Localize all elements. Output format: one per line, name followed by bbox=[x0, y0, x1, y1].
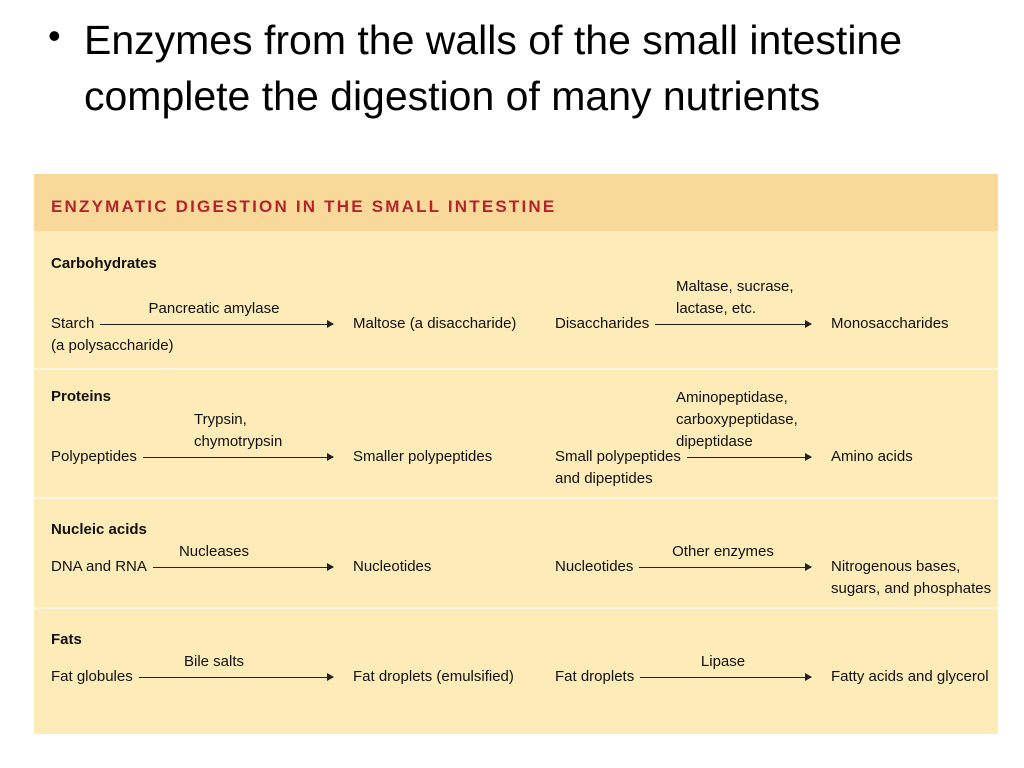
product-label: Fatty acids and glycerol bbox=[831, 668, 989, 685]
section-name: Nucleic acids bbox=[51, 521, 147, 538]
reaction-arrow bbox=[639, 563, 812, 571]
table-title: ENZYMATIC DIGESTION IN THE SMALL INTESTI… bbox=[51, 197, 557, 216]
reaction-arrow bbox=[142, 453, 335, 461]
substrate-label: Disaccharides bbox=[555, 315, 650, 332]
row-divider bbox=[34, 368, 998, 370]
product-label: Amino acids bbox=[831, 448, 913, 465]
reaction-arrow bbox=[655, 320, 812, 328]
substrate-label: Polypeptides bbox=[51, 448, 137, 465]
enzyme-label: Aminopeptidase, bbox=[676, 389, 788, 406]
substrate-label: Starch bbox=[51, 315, 95, 332]
bullet-text: Enzymes from the walls of the small inte… bbox=[84, 17, 903, 119]
product-label: sugars, and phosphates bbox=[831, 580, 992, 597]
substrate-label: Nucleotides bbox=[555, 558, 634, 575]
product-label: Monosaccharides bbox=[831, 315, 949, 332]
substrate-label: Fat globules bbox=[51, 668, 133, 685]
section-name: Carbohydrates bbox=[51, 255, 157, 272]
enzyme-label: Pancreatic amylase bbox=[148, 300, 280, 317]
enzyme-label: lactase, etc. bbox=[676, 300, 757, 317]
substrate-label: and dipeptides bbox=[555, 470, 653, 487]
substrate-label: DNA and RNA bbox=[51, 558, 147, 575]
reaction-arrow bbox=[640, 673, 812, 681]
enzymatic-digestion-table: ENZYMATIC DIGESTION IN THE SMALL INTESTI… bbox=[34, 174, 998, 734]
enzyme-label: carboxypeptidase, bbox=[676, 411, 798, 428]
enzyme-label: Maltase, sucrase, bbox=[676, 278, 794, 295]
row-divider bbox=[34, 497, 998, 499]
product-label: Fat droplets (emulsified) bbox=[353, 668, 514, 685]
reaction-arrow bbox=[138, 673, 335, 681]
reaction-arrow bbox=[686, 453, 813, 461]
enzyme-label: Other enzymes bbox=[672, 543, 774, 560]
table-header: ENZYMATIC DIGESTION IN THE SMALL INTESTI… bbox=[34, 174, 998, 231]
section-name: Proteins bbox=[51, 388, 112, 405]
enzyme-label: Trypsin, bbox=[194, 411, 247, 428]
product-label: Nucleotides bbox=[353, 558, 432, 575]
substrate-label: Fat droplets bbox=[555, 668, 635, 685]
section-name: Fats bbox=[51, 631, 82, 648]
substrate-label: Small polypeptides bbox=[555, 448, 681, 465]
enzyme-label: dipeptidase bbox=[676, 433, 753, 450]
enzyme-label: Lipase bbox=[700, 653, 746, 670]
enzyme-label: Bile salts bbox=[183, 653, 245, 670]
row-divider bbox=[34, 607, 998, 609]
product-label: Maltose (a disaccharide) bbox=[353, 315, 517, 332]
enzyme-label: Nucleases bbox=[178, 543, 250, 560]
bullet-dot: • bbox=[48, 15, 61, 56]
enzyme-label: chymotrypsin bbox=[194, 433, 283, 450]
reaction-arrow bbox=[152, 563, 335, 571]
product-label: Smaller polypeptides bbox=[353, 448, 493, 465]
reaction-arrow bbox=[100, 320, 334, 328]
substrate-label: (a polysaccharide) bbox=[51, 337, 174, 354]
product-label: Nitrogenous bases, bbox=[831, 558, 961, 575]
